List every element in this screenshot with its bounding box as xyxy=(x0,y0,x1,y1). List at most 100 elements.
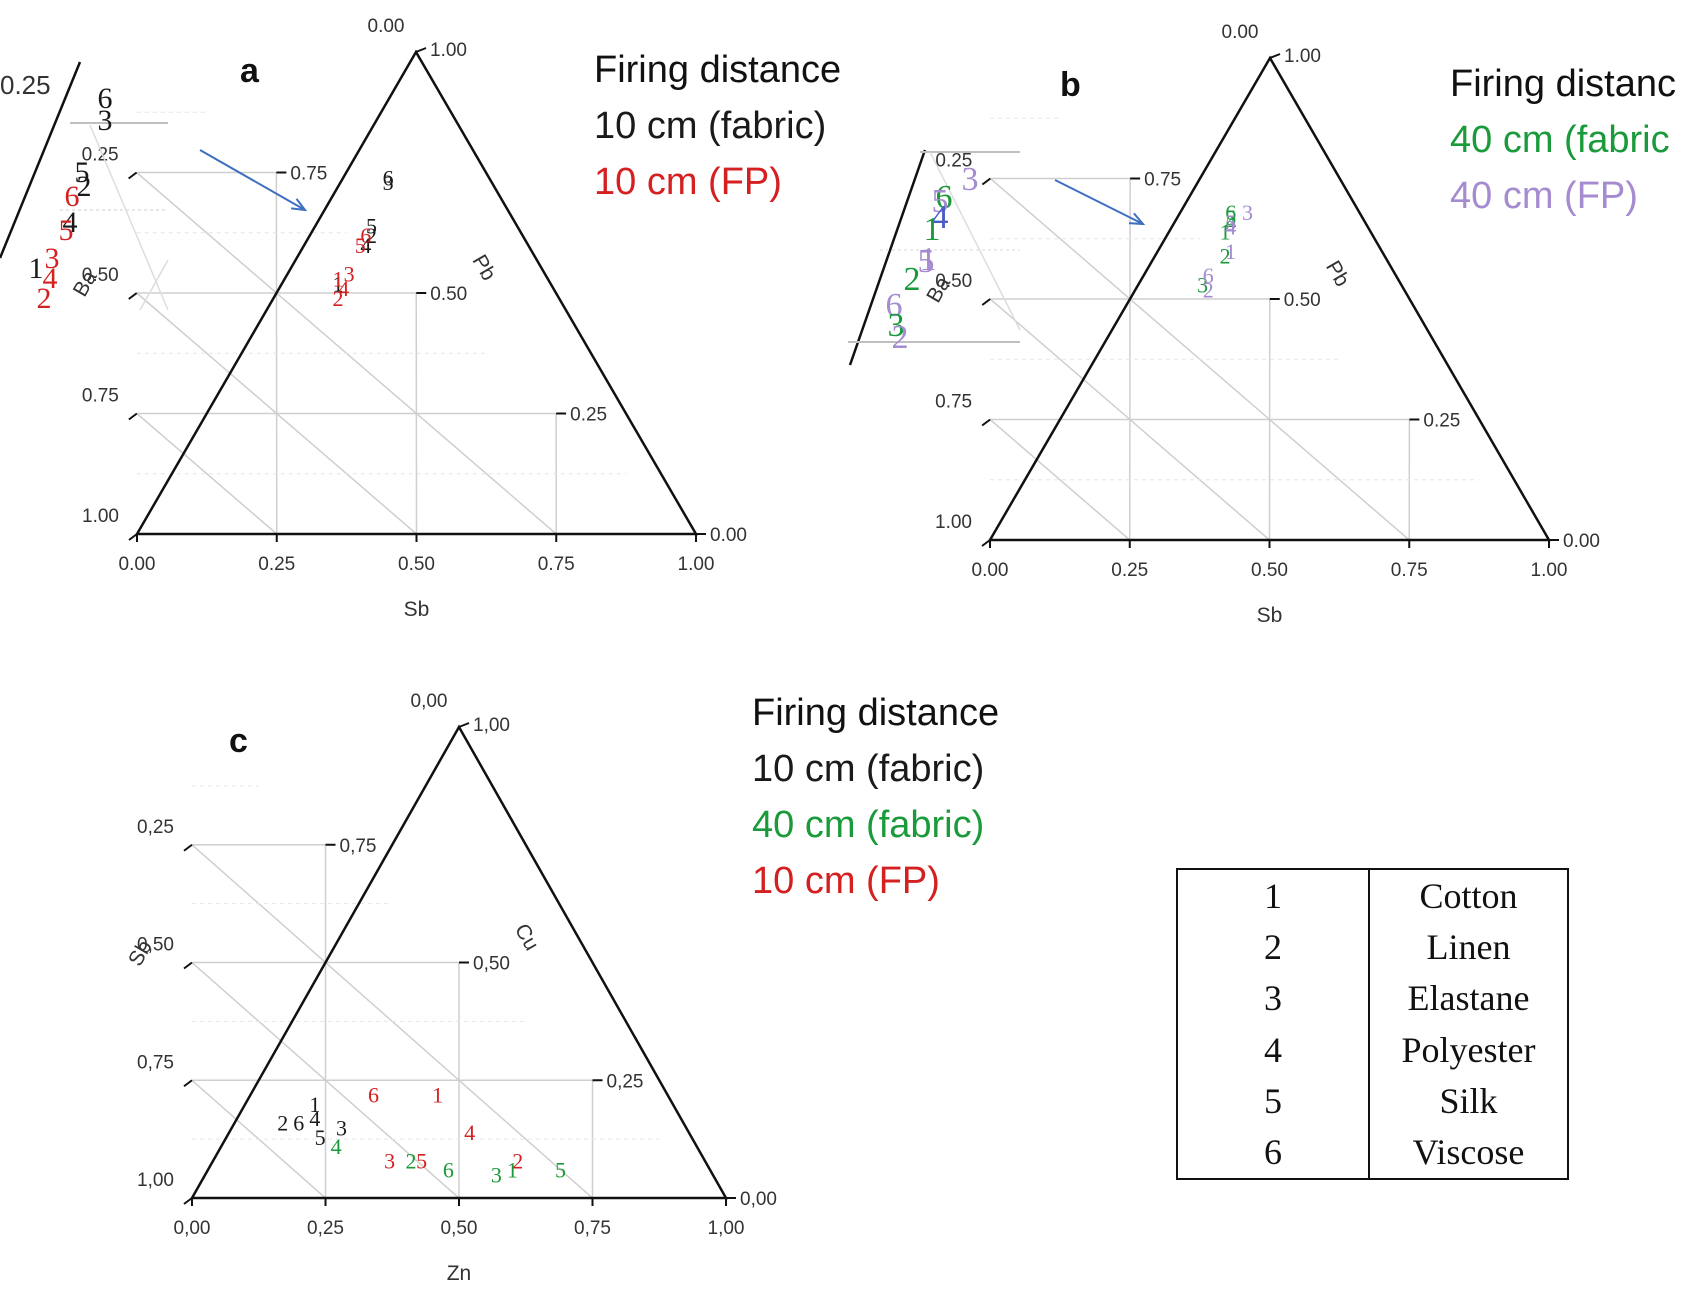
legend-row: 6 Viscose xyxy=(1177,1126,1568,1179)
data-point-label: 5 xyxy=(315,1125,326,1150)
legend-row: 1 Cotton xyxy=(1177,869,1568,922)
data-point-label: 3 xyxy=(491,1162,502,1187)
bottom-tick-label: 1.00 xyxy=(1531,560,1568,581)
left-tick-label: 0,75 xyxy=(137,1052,174,1073)
bottom-tick-label: 1,00 xyxy=(708,1218,745,1239)
inset-point-label: 1 xyxy=(924,211,941,248)
panel-letter: b xyxy=(1060,66,1081,104)
left-tick xyxy=(981,177,991,186)
inset-point-label: 3 xyxy=(45,242,60,275)
minor-grid xyxy=(192,785,660,1140)
inset-point-label: 1 xyxy=(920,241,937,278)
legend-material: Linen xyxy=(1426,927,1511,968)
inset-frame-edge xyxy=(848,149,927,366)
data-point-label: 1 xyxy=(432,1082,443,1107)
left-tick-label: 0.25 xyxy=(82,145,119,166)
data-point-label: 1 xyxy=(332,271,343,296)
left-tick-label: 0.50 xyxy=(82,265,119,286)
bottom-tick-label: 0.50 xyxy=(398,554,435,575)
bottom-axis-title: Sb xyxy=(404,598,430,621)
bottom-tick-label: 0,75 xyxy=(574,1218,611,1239)
data-point-label: 6 xyxy=(383,165,394,190)
data-point-label: 1 xyxy=(1225,239,1236,264)
left-tick-label: 0.75 xyxy=(82,386,119,407)
bottom-axis-title: Zn xyxy=(447,1262,472,1285)
zoom-arrow-head xyxy=(290,198,308,212)
data-point-label: 1 xyxy=(309,1092,320,1117)
legend-row: 2 Linen xyxy=(1177,921,1568,973)
bottom-tick-label: 0,25 xyxy=(307,1218,344,1239)
bottom-tick-label: 0.75 xyxy=(538,554,575,575)
inset-point-label: 1 xyxy=(29,252,44,285)
inset-tick-label: 0.25 xyxy=(0,70,51,100)
inset-point-label: 6 xyxy=(886,287,903,324)
right-tick-label: 0.50 xyxy=(430,284,467,305)
left-tick xyxy=(183,961,193,970)
inset-grid-line xyxy=(89,124,169,311)
right-tick-label: 0.75 xyxy=(1144,170,1181,191)
material-legend-table: 1 Cotton 2 Linen 3 Elastane 4 Polyester 5 Silk 6 Vi… xyxy=(1176,868,1569,1180)
inset-point-label: 4 xyxy=(932,199,949,236)
left-tick-label: 1,00 xyxy=(137,1170,174,1191)
inset-point-label: 2 xyxy=(904,261,921,298)
zoom-arrow xyxy=(1054,179,1144,225)
data-point-label: 4 xyxy=(360,233,371,258)
data-point-label: 5 xyxy=(1225,210,1236,235)
data-point-label: 6 xyxy=(368,1082,379,1107)
data-point-label: 1 xyxy=(1220,220,1231,245)
data-point-label: 3 xyxy=(384,1148,395,1173)
right-tick-label: 0.25 xyxy=(570,405,607,426)
legend-code: 4 xyxy=(1177,1023,1370,1076)
ternary-panel-b: 0.00 0.25 0.50 0.75 1.00 0.25 0.50 0.75 1.00 0.75… xyxy=(922,22,1676,627)
left-tick xyxy=(981,418,991,427)
legend-material: Viscose xyxy=(1412,1132,1525,1173)
right-axis-title: Pb xyxy=(467,251,500,285)
left-tick xyxy=(183,1079,193,1088)
bottom-axis-title: Sb xyxy=(1257,604,1283,627)
left-tick xyxy=(128,412,138,421)
left-tick xyxy=(981,539,991,547)
legend-series-label: 40 cm (FP) xyxy=(1450,175,1638,217)
zoom-arrow xyxy=(199,149,306,211)
inset-point-label: 5 xyxy=(932,183,949,220)
bottom-tick-label: 0.25 xyxy=(258,554,295,575)
right-axis-title: Pb xyxy=(1321,257,1354,291)
inset-point-label: 5 xyxy=(59,214,74,247)
legend-title: Firing distance xyxy=(594,49,841,91)
apex-tick-label: 1.00 xyxy=(430,40,467,61)
grid-line xyxy=(989,298,1270,541)
apex-tick-label: 1,00 xyxy=(473,715,510,736)
grid-line xyxy=(136,412,278,535)
data-point-label: 3 xyxy=(344,262,355,287)
left-tick-label: 0,25 xyxy=(137,817,174,838)
ternary-panel-a: 0.00 0.25 0.50 0.75 1.00 0.25 0.50 0.75 1.00 0.75… xyxy=(69,16,841,621)
inset-point-label: 6 xyxy=(98,82,113,115)
data-point-label: 5 xyxy=(366,214,377,239)
bottom-tick-label: 0.00 xyxy=(972,560,1009,581)
bottom-tick-label: 0,50 xyxy=(441,1218,478,1239)
legend-material: Silk xyxy=(1439,1080,1498,1121)
legend-code: 2 xyxy=(1177,921,1370,973)
apex-tick-label: 1.00 xyxy=(1284,46,1321,67)
left-tick-label: 1.00 xyxy=(935,512,972,533)
inset-point-label: 6 xyxy=(65,180,80,213)
top-tick-label: 0.00 xyxy=(368,16,405,37)
inset-point-label: 3 xyxy=(888,307,905,344)
top-tick-label: 0.00 xyxy=(1222,22,1259,43)
grid-line xyxy=(989,418,1131,541)
right-axis-title: Cu xyxy=(510,920,543,955)
inset-grid-line xyxy=(139,259,169,311)
data-point-label: 3 xyxy=(336,1115,347,1140)
minor-grid xyxy=(990,117,1480,481)
data-point-label: 2 xyxy=(332,286,343,311)
data-point-label: 2 xyxy=(512,1148,523,1173)
legend-material: Polyester xyxy=(1401,1029,1536,1070)
legend-row: 5 Silk xyxy=(1177,1075,1568,1127)
legend-series-label: 10 cm (FP) xyxy=(594,161,782,203)
data-point-label: 1 xyxy=(507,1158,518,1183)
